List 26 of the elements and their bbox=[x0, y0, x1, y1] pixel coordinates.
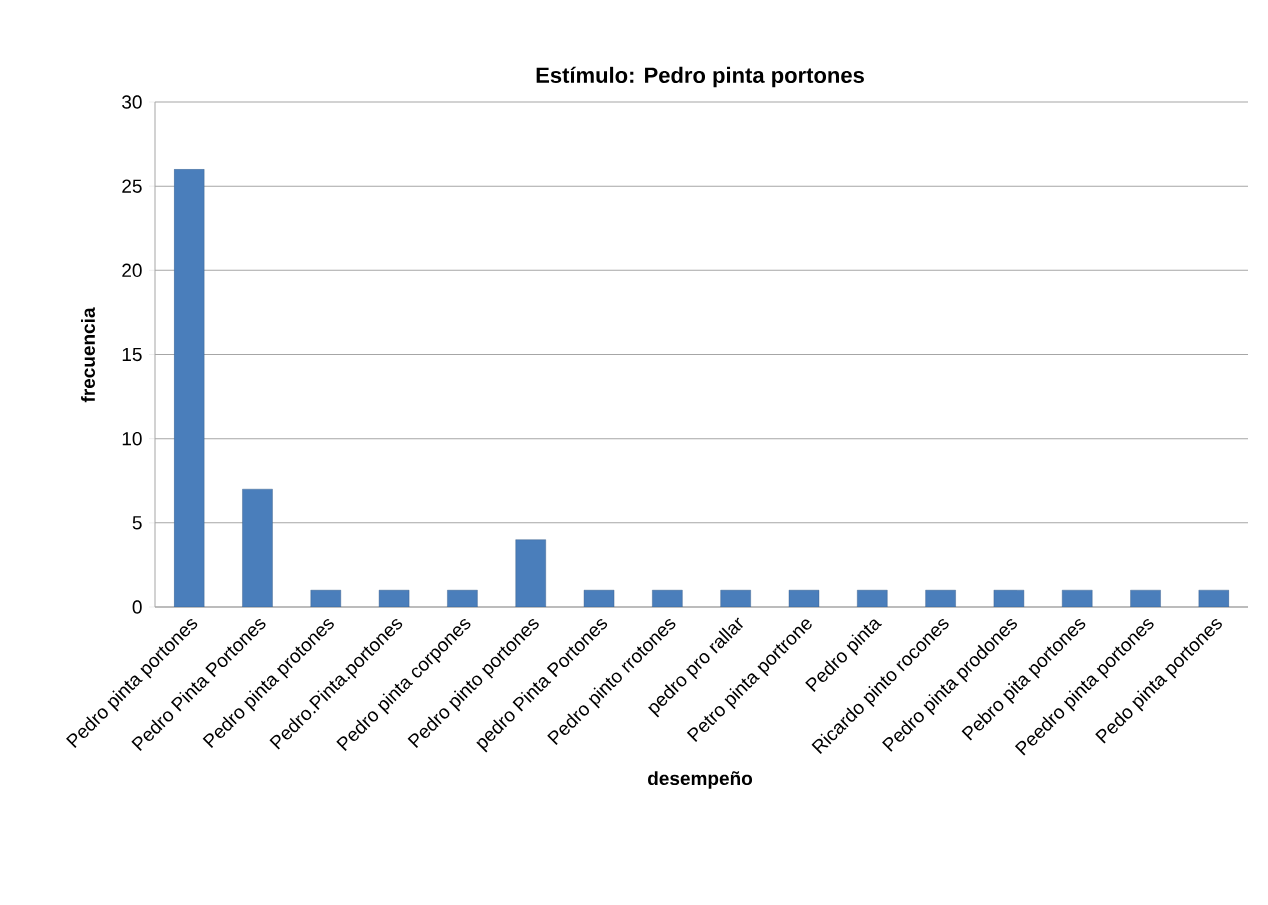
bar bbox=[310, 589, 341, 607]
bar bbox=[993, 589, 1025, 607]
y-tick-label: 10 bbox=[122, 431, 142, 446]
y-axis-title: frecuencia bbox=[81, 307, 95, 403]
bar bbox=[925, 589, 956, 607]
bar bbox=[652, 589, 683, 607]
bar bbox=[720, 589, 751, 607]
bar bbox=[242, 488, 273, 607]
bar bbox=[515, 539, 546, 607]
y-tick-label: 0 bbox=[132, 600, 142, 614]
bar bbox=[1130, 589, 1161, 607]
bar bbox=[173, 169, 205, 607]
bar bbox=[378, 589, 410, 607]
y-tick-label: 5 bbox=[132, 516, 142, 530]
bar bbox=[1198, 589, 1230, 607]
bar bbox=[447, 589, 478, 607]
bar bbox=[1062, 589, 1093, 607]
bar bbox=[857, 589, 888, 607]
y-tick-label: 15 bbox=[122, 347, 142, 362]
bar bbox=[788, 589, 820, 607]
chart-title: Estímulo: Pedro pinta portones bbox=[536, 66, 864, 88]
y-tick-label: 30 bbox=[122, 95, 142, 109]
bar bbox=[583, 589, 615, 607]
y-tick-label: 25 bbox=[122, 179, 142, 193]
x-axis-title: desempeño bbox=[648, 771, 753, 789]
y-tick-label: 20 bbox=[122, 263, 142, 278]
